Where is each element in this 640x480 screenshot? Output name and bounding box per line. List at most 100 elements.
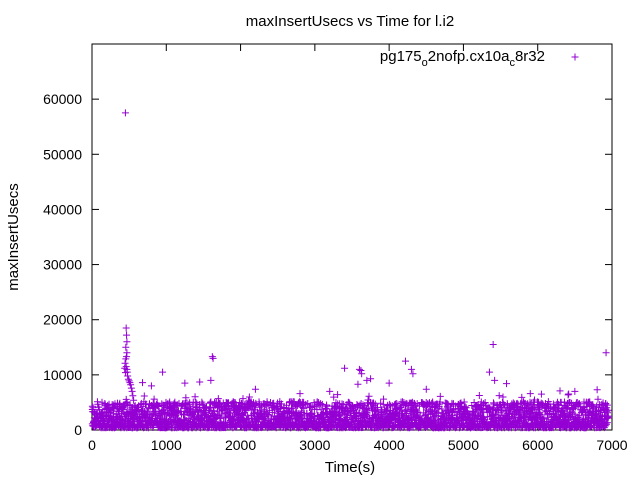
data-point xyxy=(140,392,148,400)
data-point xyxy=(537,390,545,398)
x-tick-label: 1000 xyxy=(151,437,182,453)
data-point xyxy=(461,403,469,411)
data-point xyxy=(465,410,473,418)
legend: pg175o2nofp.cx10ac8r32 xyxy=(380,48,579,69)
data-point xyxy=(300,405,308,413)
y-tick-label: 0 xyxy=(74,422,82,438)
x-tick-label: 5000 xyxy=(448,437,479,453)
data-point xyxy=(332,399,340,407)
data-point xyxy=(495,392,503,400)
data-point xyxy=(503,380,511,388)
data-point xyxy=(434,409,442,417)
data-point xyxy=(125,377,133,385)
y-axis-label: maxInsertUsecs xyxy=(5,183,22,291)
data-point xyxy=(95,403,103,411)
data-point xyxy=(310,413,318,421)
data-point xyxy=(127,384,135,392)
y-tick-label: 20000 xyxy=(43,312,82,328)
data-point xyxy=(119,403,127,411)
legend-label: pg175o2nofp.cx10ac8r32 xyxy=(380,48,545,69)
data-point xyxy=(183,404,191,412)
data-point xyxy=(457,399,465,407)
data-point xyxy=(414,408,422,416)
data-point xyxy=(326,387,334,395)
plot-area xyxy=(91,43,613,431)
data-point xyxy=(186,399,194,407)
legend-marker xyxy=(571,53,579,61)
data-point xyxy=(358,370,366,378)
data-point xyxy=(208,353,216,361)
data-point xyxy=(598,400,606,408)
data-point xyxy=(121,109,129,117)
data-point xyxy=(444,401,452,409)
data-point xyxy=(411,401,419,409)
data-point xyxy=(470,408,478,416)
data-point xyxy=(150,395,158,403)
data-point xyxy=(239,395,247,403)
data-point xyxy=(430,413,438,421)
data-point xyxy=(526,390,534,398)
data-point xyxy=(210,407,218,415)
x-axis: 0 1000 2000 3000 4000 5000 6000 7000 xyxy=(88,44,628,453)
data-point xyxy=(330,393,338,401)
data-point xyxy=(122,343,130,351)
data-point xyxy=(490,400,498,408)
data-point xyxy=(412,405,420,413)
data-point xyxy=(173,401,181,409)
y-tick-label: 10000 xyxy=(43,367,82,383)
x-tick-label: 2000 xyxy=(225,437,256,453)
x-tick-label: 0 xyxy=(88,437,96,453)
x-axis-label: Time(s) xyxy=(325,459,375,476)
data-point xyxy=(131,402,139,410)
data-point xyxy=(603,407,611,415)
data-point xyxy=(185,400,193,408)
data-point xyxy=(251,385,259,393)
chart-title: maxInsertUsecs vs Time for l.i2 xyxy=(246,13,454,30)
data-point xyxy=(89,408,97,416)
data-point xyxy=(94,400,102,408)
data-point xyxy=(359,401,367,409)
data-point xyxy=(307,404,315,412)
data-point xyxy=(277,403,285,411)
data-points xyxy=(88,109,612,432)
data-point xyxy=(604,406,612,414)
x-tick-label: 7000 xyxy=(596,437,627,453)
data-point xyxy=(345,399,353,407)
data-point xyxy=(317,400,325,408)
data-point xyxy=(409,370,417,378)
data-point xyxy=(264,410,272,418)
data-point xyxy=(594,395,602,403)
data-point xyxy=(571,53,579,61)
data-point xyxy=(438,405,446,413)
data-point xyxy=(401,406,409,414)
data-point xyxy=(122,324,130,332)
data-point xyxy=(261,412,269,420)
data-point xyxy=(596,406,604,414)
data-point xyxy=(181,379,189,387)
data-point xyxy=(129,392,137,400)
data-point xyxy=(257,406,265,414)
data-point xyxy=(99,416,107,424)
data-point xyxy=(565,390,573,398)
data-point xyxy=(323,401,331,409)
data-point xyxy=(602,349,610,357)
data-point xyxy=(130,396,138,404)
data-point xyxy=(123,349,131,357)
data-point xyxy=(201,404,209,412)
y-tick-label: 30000 xyxy=(43,257,82,273)
data-point xyxy=(491,376,499,384)
data-point xyxy=(123,331,131,339)
data-point xyxy=(407,365,415,373)
data-point xyxy=(603,401,611,409)
data-point xyxy=(196,378,204,386)
data-point xyxy=(128,387,136,395)
data-point xyxy=(520,398,528,406)
data-point xyxy=(365,392,373,400)
data-point xyxy=(370,402,378,410)
data-point xyxy=(393,400,401,408)
data-point xyxy=(385,379,393,387)
data-point xyxy=(367,375,375,383)
data-point xyxy=(357,366,365,374)
data-point xyxy=(536,409,544,417)
data-point xyxy=(296,390,304,398)
